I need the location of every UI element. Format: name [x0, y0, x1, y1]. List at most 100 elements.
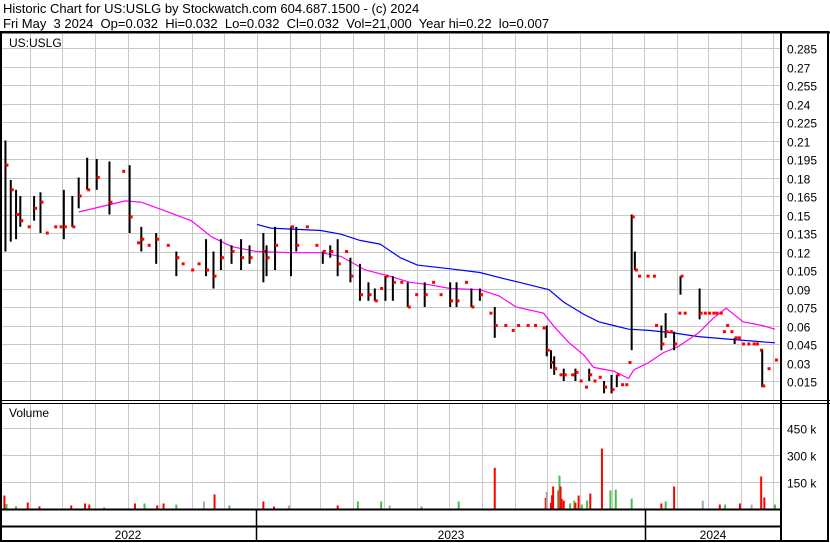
price-range-bar — [455, 282, 458, 308]
chart-title: Historic Chart for US:USLG by Stockwatch… — [3, 1, 420, 16]
close-marker — [631, 215, 635, 219]
close-marker — [78, 194, 82, 198]
volume-bar — [550, 502, 553, 509]
volume-bar — [552, 486, 555, 509]
price-tick-label: 0.045 — [787, 339, 817, 353]
close-marker — [621, 383, 625, 387]
price-tick-label: 0.06 — [787, 321, 811, 335]
price-tick-label: 0.195 — [787, 154, 817, 168]
y-axis-ticks: 0.285 0.27 0.255 0.24 0.225 0.21 0.195 0.18 0.16… — [787, 43, 817, 491]
close-marker — [197, 262, 201, 266]
volume-bar — [5, 504, 8, 509]
close-marker — [20, 219, 24, 223]
year-label-2022: 2022 — [115, 528, 142, 542]
price-tick-label: 0.135 — [787, 228, 817, 242]
close-marker — [129, 215, 133, 219]
ma-short-line — [78, 200, 776, 380]
volume-bar — [262, 501, 265, 509]
close-marker — [625, 383, 629, 387]
price-tick-label: 0.18 — [787, 173, 811, 187]
close-marker — [166, 243, 170, 247]
volume-bar — [580, 504, 583, 509]
price-range-bar — [219, 239, 222, 271]
volume-bar — [664, 501, 667, 509]
price-range-bar — [15, 189, 18, 240]
volume-bar — [760, 476, 763, 509]
price-range-bar — [553, 356, 556, 375]
price-range-bar — [4, 140, 7, 252]
close-marker — [206, 268, 210, 272]
close-marker — [263, 250, 267, 254]
close-marker — [432, 280, 436, 284]
volume-bar — [202, 501, 205, 509]
short-moving-average — [78, 200, 776, 380]
close-marker — [598, 375, 602, 379]
volume-bar — [380, 501, 383, 509]
close-marker — [471, 305, 475, 309]
close-marker — [249, 256, 253, 260]
close-marker — [584, 385, 588, 389]
price-range-bar — [349, 257, 352, 283]
price-bars — [4, 140, 778, 394]
close-marker — [494, 324, 498, 328]
volume-bar — [773, 504, 776, 509]
price-range-bar — [384, 276, 387, 301]
close-marker — [191, 268, 195, 272]
price-range-bar — [493, 307, 496, 338]
price-range-bar — [550, 350, 553, 369]
close-marker — [674, 342, 678, 346]
volume-bar — [630, 498, 633, 509]
price-range-bar — [95, 159, 98, 190]
volume-bar — [493, 467, 496, 509]
price-tick-label: 0.21 — [787, 136, 811, 150]
close-marker — [345, 250, 349, 254]
close-marker — [489, 311, 493, 315]
volume-label: Volume — [9, 406, 49, 420]
close-marker — [465, 280, 469, 284]
price-range-bar — [265, 245, 268, 277]
price-tick-label: 0.015 — [787, 376, 817, 390]
price-range-bar — [574, 368, 577, 382]
close-marker — [579, 379, 583, 383]
price-range-bar — [660, 325, 663, 351]
close-marker — [34, 206, 38, 210]
volume-bar — [559, 486, 562, 509]
close-marker — [141, 237, 145, 241]
price-tick-label: 0.165 — [787, 191, 817, 205]
close-marker — [96, 176, 100, 180]
volume-bar — [88, 504, 91, 509]
volume-bar — [609, 490, 612, 509]
close-marker — [407, 305, 411, 309]
close-marker — [680, 274, 684, 278]
close-marker — [220, 256, 224, 260]
grid-lines — [2, 34, 780, 509]
close-marker — [275, 243, 279, 247]
volume-bar — [557, 490, 560, 509]
close-marker — [109, 200, 113, 204]
close-marker — [646, 274, 650, 278]
close-marker — [266, 256, 270, 260]
volume-bar — [133, 503, 136, 509]
volume-bar — [420, 506, 423, 509]
volume-bar — [614, 489, 617, 509]
price-range-bar — [39, 192, 42, 234]
close-marker — [59, 225, 63, 229]
close-marker — [628, 361, 632, 365]
close-marker — [652, 274, 656, 278]
close-marker — [241, 256, 245, 260]
close-marker — [380, 287, 384, 291]
long-moving-average — [256, 223, 776, 344]
close-marker — [762, 384, 766, 388]
price-range-bar — [664, 313, 667, 338]
close-marker — [72, 225, 76, 229]
close-marker — [424, 293, 428, 297]
close-marker — [554, 367, 558, 371]
axis-labels: US:USLG Volume 2022 2023 2024 — [9, 36, 727, 542]
close-marker — [415, 293, 419, 297]
volume-bar — [84, 503, 87, 509]
volume-bar — [356, 501, 359, 509]
close-marker — [45, 231, 49, 235]
close-marker — [40, 200, 44, 204]
price-range-bar — [761, 350, 764, 388]
